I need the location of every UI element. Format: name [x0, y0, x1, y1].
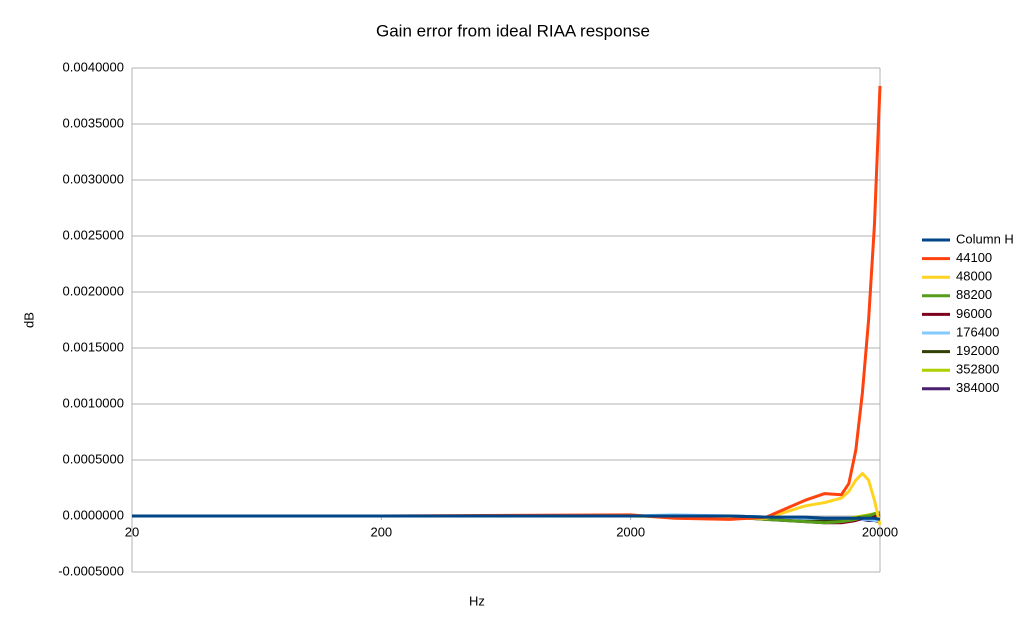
legend-label: 96000: [956, 306, 992, 321]
y-axis-label: dB: [21, 312, 36, 328]
legend-label: 176400: [956, 324, 999, 339]
y-tick-label: -0.0005000: [58, 563, 124, 578]
legend-label: 48000: [956, 269, 992, 284]
legend-label: 384000: [956, 380, 999, 395]
y-tick-label: 0.0025000: [63, 227, 124, 242]
series-line: [132, 514, 881, 521]
y-tick-label: 0.0010000: [63, 395, 124, 410]
y-tick-label: 0.0000000: [63, 507, 124, 522]
y-tick-label: 0.0035000: [63, 115, 124, 130]
legend-label: Column H: [956, 231, 1014, 246]
legend-label: 192000: [956, 343, 999, 358]
y-tick-label: 0.0005000: [63, 451, 124, 466]
x-axis-label: Hz: [469, 593, 485, 608]
chart-title: Gain error from ideal RIAA response: [376, 21, 650, 40]
legend-label: 44100: [956, 250, 992, 265]
x-tick-label: 20: [125, 524, 139, 539]
series-line: [132, 85, 882, 521]
y-tick-label: 0.0015000: [63, 339, 124, 354]
y-tick-label: 0.0020000: [63, 283, 124, 298]
legend-label: 88200: [956, 287, 992, 302]
x-tick-label: 2000: [616, 524, 645, 539]
y-tick-label: 0.0040000: [63, 59, 124, 74]
x-tick-label: 20000: [862, 524, 898, 539]
x-tick-label: 200: [370, 524, 392, 539]
y-tick-label: 0.0030000: [63, 171, 124, 186]
legend-label: 352800: [956, 362, 999, 377]
